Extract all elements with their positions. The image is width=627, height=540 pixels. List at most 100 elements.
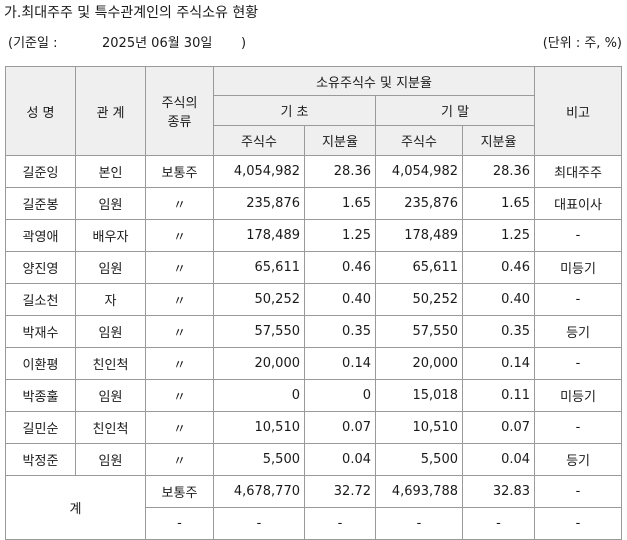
cell-type: 〃 (145, 187, 214, 220)
basis-date: 2025년 06월 30일 (102, 36, 213, 51)
cell-start-ratio: 0.35 (304, 315, 376, 348)
cell-start-ratio: 0.46 (304, 251, 376, 284)
cell-note: - (534, 283, 623, 316)
cell-note: 미등기 (534, 379, 623, 412)
header-period-end: 기 말 (374, 95, 536, 126)
cell-end-shares: 20,000 (375, 347, 463, 380)
table-row: 양진영 임원 〃 65,611 0.46 65,611 0.46 미등기 (5, 251, 623, 284)
cell-note: - (534, 219, 623, 252)
cell-start-shares: 178,489 (213, 219, 305, 252)
header-note: 비고 (534, 66, 623, 156)
cell-relation: 임원 (75, 315, 146, 348)
cell-relation: 자 (75, 283, 146, 316)
total-end-ratio: - (461, 507, 536, 540)
cell-name: 양진영 (5, 251, 76, 284)
cell-end-shares: 65,611 (375, 251, 463, 284)
cell-type: 〃 (145, 315, 214, 348)
cell-end-ratio: 0.40 (461, 283, 536, 316)
header-period-start: 기 초 (213, 95, 376, 126)
cell-end-shares: 178,489 (375, 219, 463, 252)
header-start-shares: 주식수 (213, 125, 305, 156)
cell-end-shares: 4,054,982 (375, 155, 463, 188)
cell-note: - (534, 347, 623, 380)
cell-relation: 임원 (75, 251, 146, 284)
cell-end-ratio: 0.46 (461, 251, 536, 284)
cell-start-ratio: 1.25 (304, 219, 376, 252)
cell-relation: 친인척 (75, 347, 146, 380)
cell-note: 미등기 (534, 251, 623, 284)
cell-end-ratio: 1.25 (461, 219, 536, 252)
table-row: 박종훌 임원 〃 0 0 15,018 0.11 미등기 (5, 379, 623, 412)
cell-end-ratio: 0.04 (461, 443, 536, 476)
cell-end-shares: 57,550 (375, 315, 463, 348)
cell-end-ratio: 0.35 (461, 315, 536, 348)
table-row: 길민순 친인척 〃 10,510 0.07 10,510 0.07- (5, 411, 623, 444)
table-row: 길소천 자 〃 50,252 0.40 50,252 0.40- (5, 283, 623, 316)
basis-close: ) (241, 36, 247, 51)
cell-type: 〃 (145, 347, 214, 380)
cell-start-ratio: 0.04 (304, 443, 376, 476)
cell-start-ratio: 0.14 (304, 347, 376, 380)
cell-type: 〃 (145, 411, 214, 444)
cell-name: 길소천 (5, 283, 76, 316)
table-row: 박재수 임원 〃 57,550 0.35 57,550 0.35 등기 (5, 315, 623, 348)
total-start-shares: - (213, 507, 305, 540)
total-start-ratio: - (304, 507, 376, 540)
cell-start-shares: 65,611 (213, 251, 305, 284)
cell-relation: 임원 (75, 187, 146, 220)
cell-note: 등기 (534, 443, 623, 476)
cell-start-shares: 235,876 (213, 187, 305, 220)
table-row: 길준잉 본인 보통주 4,054,982 28.36 4,054,982 28.36 최대주주 (5, 155, 623, 188)
total-end-ratio: 32.83 (461, 475, 536, 508)
total-end-shares: - (375, 507, 463, 540)
cell-end-shares: 235,876 (375, 187, 463, 220)
cell-end-ratio: 1.65 (461, 187, 536, 220)
header-name: 성 명 (5, 66, 76, 156)
cell-name: 길준봉 (5, 187, 76, 220)
cell-start-shares: 10,510 (213, 411, 305, 444)
cell-name: 박정준 (5, 443, 76, 476)
header-relation: 관 계 (75, 66, 146, 156)
total-start-ratio: 32.72 (304, 475, 376, 508)
header-stock-type-line1: 주식의 (161, 96, 198, 111)
cell-type: 〃 (145, 251, 214, 284)
cell-start-ratio: 0.07 (304, 411, 376, 444)
basis-row: (기준일 : 2025년 06월 30일 ) (단위 : 주, %) (4, 34, 622, 54)
cell-end-shares: 10,510 (375, 411, 463, 444)
cell-start-ratio: 0.40 (304, 283, 376, 316)
cell-end-ratio: 0.11 (461, 379, 536, 412)
cell-end-ratio: 28.36 (461, 155, 536, 188)
header-stock-type-line2: 종류 (167, 115, 192, 130)
cell-start-shares: 4,054,982 (213, 155, 305, 188)
cell-note: 등기 (534, 315, 623, 348)
table-row: 박정준 임원 〃 5,500 0.04 5,500 0.04 등기 (5, 443, 623, 476)
basis-label: (기준일 : (8, 36, 58, 51)
cell-name: 박종훌 (5, 379, 76, 412)
total-end-shares: 4,693,788 (375, 475, 463, 508)
cell-start-shares: 50,252 (213, 283, 305, 316)
cell-end-shares: 50,252 (375, 283, 463, 316)
cell-name: 길준잉 (5, 155, 76, 188)
cell-end-ratio: 0.14 (461, 347, 536, 380)
cell-end-shares: 5,500 (375, 443, 463, 476)
total-note: - (534, 507, 623, 540)
cell-start-shares: 57,550 (213, 315, 305, 348)
header-end-shares: 주식수 (375, 125, 463, 156)
cell-end-shares: 15,018 (375, 379, 463, 412)
cell-start-ratio: 0 (304, 379, 376, 412)
cell-type: 〃 (145, 379, 214, 412)
cell-relation: 임원 (75, 379, 146, 412)
cell-relation: 배우자 (75, 219, 146, 252)
cell-relation: 임원 (75, 443, 146, 476)
cell-name: 이환평 (5, 347, 76, 380)
header-stock-type: 주식의 종류 (145, 66, 214, 156)
unit-label: (단위 : 주, %) (542, 36, 622, 51)
cell-start-shares: 20,000 (213, 347, 305, 380)
total-type: 보통주 (145, 475, 214, 508)
total-start-shares: 4,678,770 (213, 475, 305, 508)
cell-relation: 본인 (75, 155, 146, 188)
table-row: 곽영애 배우자 〃 178,489 1.25 178,489 1.25- (5, 219, 623, 252)
cell-start-shares: 0 (213, 379, 305, 412)
cell-note: - (534, 411, 623, 444)
cell-relation: 친인척 (75, 411, 146, 444)
